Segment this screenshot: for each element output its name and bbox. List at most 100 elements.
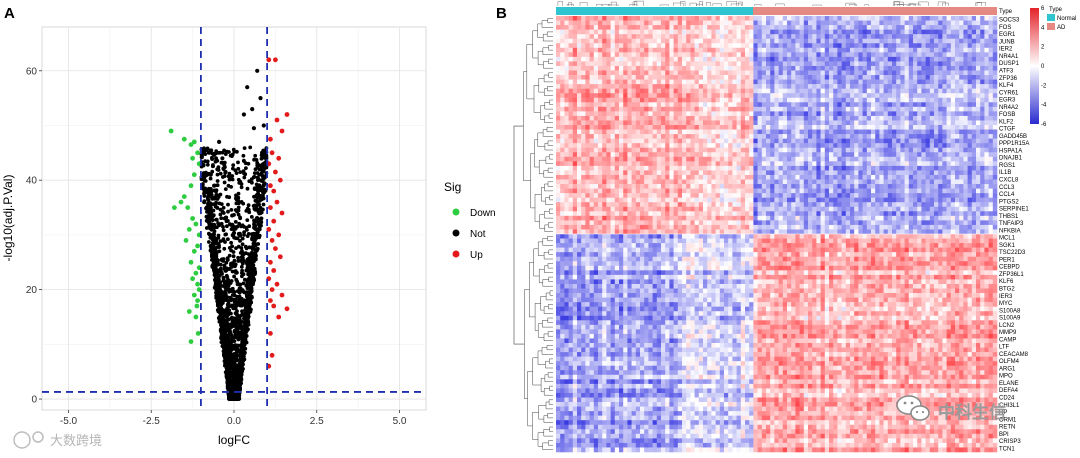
heatmap-cell xyxy=(833,75,838,80)
heatmap-cell xyxy=(614,70,620,76)
heatmap-cell xyxy=(698,38,704,44)
not-point xyxy=(242,277,247,282)
heatmap-cell xyxy=(799,65,805,71)
heatmap-cell xyxy=(585,70,590,76)
heatmap-cell xyxy=(887,88,893,94)
heatmap-cell xyxy=(719,93,725,99)
heatmap-cell xyxy=(610,56,616,62)
heatmap-cell xyxy=(568,84,574,89)
heatmap-cell xyxy=(820,25,826,30)
heatmap-cell xyxy=(572,93,578,99)
heatmap-cell xyxy=(761,47,767,53)
heatmap-cell xyxy=(808,97,813,103)
heatmap-cell xyxy=(896,84,901,89)
heatmap-cell xyxy=(883,70,889,76)
heatmap-cell xyxy=(980,65,985,71)
heatmap-cell xyxy=(984,93,989,99)
heatmap-cell xyxy=(799,70,805,76)
heatmap-cell xyxy=(606,102,611,108)
heatmap-cell xyxy=(761,16,767,21)
heatmap-cell xyxy=(824,88,830,94)
heatmap-cell xyxy=(803,97,809,103)
heatmap-cell xyxy=(774,25,779,30)
heatmap-cell xyxy=(719,61,725,67)
heatmap-cell xyxy=(967,61,973,67)
heatmap-cell xyxy=(694,79,700,85)
heatmap-cell xyxy=(736,16,742,21)
heatmap-cell xyxy=(648,75,653,80)
heatmap-cell xyxy=(610,25,616,30)
heatmap-cell xyxy=(795,47,800,53)
heatmap-cell xyxy=(820,84,826,89)
heatmap-cell xyxy=(610,84,616,89)
heatmap-cell xyxy=(812,29,817,35)
heatmap-cell xyxy=(732,61,737,67)
heatmap-cell xyxy=(782,47,788,53)
heatmap-cell xyxy=(606,47,611,53)
heatmap-cell xyxy=(627,52,632,58)
heatmap-cell xyxy=(938,25,943,30)
not-point xyxy=(224,232,229,237)
not-point xyxy=(260,163,265,167)
heatmap-cell xyxy=(938,106,943,112)
heatmap-cell xyxy=(921,75,926,80)
row-dendrogram-branch xyxy=(538,268,545,284)
heatmap-cell xyxy=(719,20,725,26)
heatmap-cell xyxy=(745,84,750,89)
heatmap-cell xyxy=(677,75,683,80)
heatmap-cell xyxy=(661,61,666,67)
heatmap-cell xyxy=(980,56,985,62)
heatmap-cell xyxy=(556,34,561,40)
heatmap-cell xyxy=(665,70,670,76)
heatmap-cell xyxy=(929,43,935,49)
heatmap-cell xyxy=(745,75,750,80)
heatmap-cell xyxy=(736,84,742,89)
heatmap-cell xyxy=(753,93,758,99)
heatmap-cell xyxy=(976,25,981,30)
heatmap-cell xyxy=(602,47,607,53)
heatmap-cell xyxy=(984,47,989,53)
heatmap-cell xyxy=(585,75,590,80)
heatmap-cell xyxy=(908,29,914,35)
heatmap-cell xyxy=(980,93,985,99)
heatmap-cell xyxy=(749,20,754,26)
heatmap-cell xyxy=(585,38,590,44)
heatmap-cell xyxy=(761,20,767,26)
heatmap-cell xyxy=(992,79,998,85)
not-point xyxy=(217,303,222,308)
heatmap-cell xyxy=(900,75,905,80)
heatmap-cell xyxy=(967,43,973,49)
heatmap-cell xyxy=(904,102,910,108)
heatmap-cell xyxy=(921,29,926,35)
heatmap-cell xyxy=(740,61,746,67)
heatmap-cell xyxy=(736,56,742,62)
heatmap-cell xyxy=(690,20,695,26)
heatmap-cell xyxy=(619,47,624,53)
heatmap-cell xyxy=(908,34,914,40)
heatmap-cell xyxy=(791,61,796,67)
heatmap-cell xyxy=(686,47,691,53)
heatmap-cell xyxy=(942,61,947,67)
heatmap-cell xyxy=(606,84,611,89)
not-point xyxy=(225,275,230,280)
heatmap-cell xyxy=(892,25,897,30)
heatmap-cell xyxy=(652,47,658,53)
not-point xyxy=(215,258,220,262)
heatmap-cell xyxy=(833,47,838,53)
heatmap-cell xyxy=(694,84,700,89)
heatmap-cell xyxy=(623,29,628,35)
heatmap-cell xyxy=(665,97,670,103)
heatmap-cells xyxy=(556,16,998,453)
heatmap-cell xyxy=(900,79,905,85)
heatmap-cell xyxy=(967,111,973,117)
not-point xyxy=(258,205,263,210)
heatmap-cell xyxy=(724,106,729,112)
heatmap-cell xyxy=(606,61,611,67)
heatmap-cell xyxy=(963,29,968,35)
heatmap-cell xyxy=(988,38,994,44)
heatmap-cell xyxy=(934,56,939,62)
heatmap-cell xyxy=(711,25,716,30)
heatmap-cell xyxy=(808,29,813,35)
heatmap-cell xyxy=(934,102,939,108)
heatmap-cell xyxy=(967,88,973,94)
